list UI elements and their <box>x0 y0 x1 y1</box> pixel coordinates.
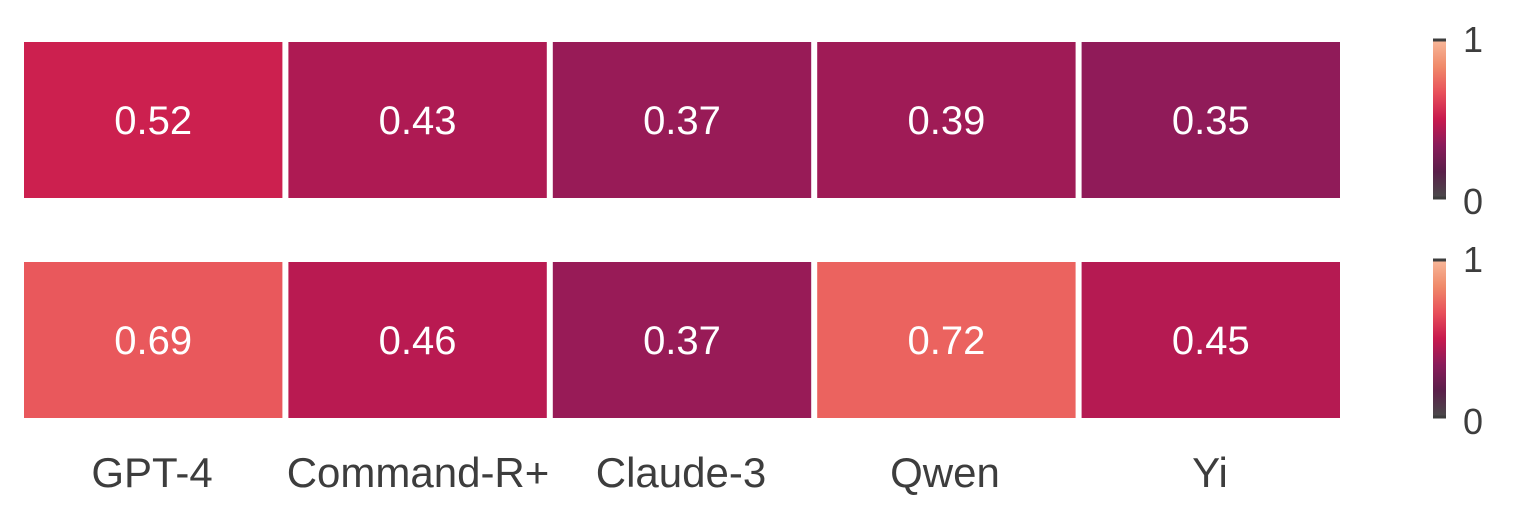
colorbar-bar <box>1433 40 1446 198</box>
x-tick-label: Claude-3 <box>596 449 766 496</box>
heatmap-cell-label: 0.45 <box>1172 319 1250 363</box>
heatmap-cell-label: 0.52 <box>114 99 192 143</box>
colorbar-tick-label: 0 <box>1463 401 1483 442</box>
heatmap-cell <box>24 262 283 418</box>
heatmap-cell-label: 0.37 <box>643 319 721 363</box>
heatmap-cell <box>288 42 547 198</box>
heatmap-cell-label: 0.37 <box>643 99 721 143</box>
heatmap-row-1: 0.52 0.43 0.37 0.39 0.35 <box>24 42 1340 198</box>
heatmap-cell-label: 0.69 <box>114 319 192 363</box>
x-tick-label: GPT-4 <box>91 449 212 496</box>
colorbar-2: 1 0 <box>1433 239 1483 442</box>
heatmap-row-2: 0.69 0.46 0.37 0.72 0.45 <box>24 262 1340 418</box>
heatmap-cell <box>817 42 1076 198</box>
x-tick-label: Yi <box>1192 449 1228 496</box>
x-tick-label: Command-R+ <box>287 449 550 496</box>
heatmap-cell <box>288 262 547 418</box>
x-axis: GPT-4 Command-R+ Claude-3 Qwen Yi <box>91 449 1228 496</box>
heatmap-cell-label: 0.46 <box>379 319 457 363</box>
heatmap-cell-label: 0.35 <box>1172 99 1250 143</box>
x-tick-label: Qwen <box>890 449 1000 496</box>
colorbar-tick-label: 0 <box>1463 181 1483 222</box>
colorbar-1: 1 0 <box>1433 19 1483 222</box>
heatmap-cell-label: 0.39 <box>907 99 985 143</box>
heatmap-cell <box>552 262 812 418</box>
heatmap-cell-label: 0.43 <box>379 99 457 143</box>
heatmap-cell <box>1081 42 1340 198</box>
colorbar-tick-label: 1 <box>1463 239 1483 280</box>
heatmap-cell <box>24 42 283 198</box>
colorbar-tick-label: 1 <box>1463 19 1483 60</box>
colorbar-bar <box>1433 260 1446 417</box>
heatmap-cell-label: 0.72 <box>907 319 985 363</box>
heatmap-cell <box>552 42 812 198</box>
heatmap-cell <box>1081 262 1340 418</box>
heatmap-cell <box>817 262 1076 418</box>
